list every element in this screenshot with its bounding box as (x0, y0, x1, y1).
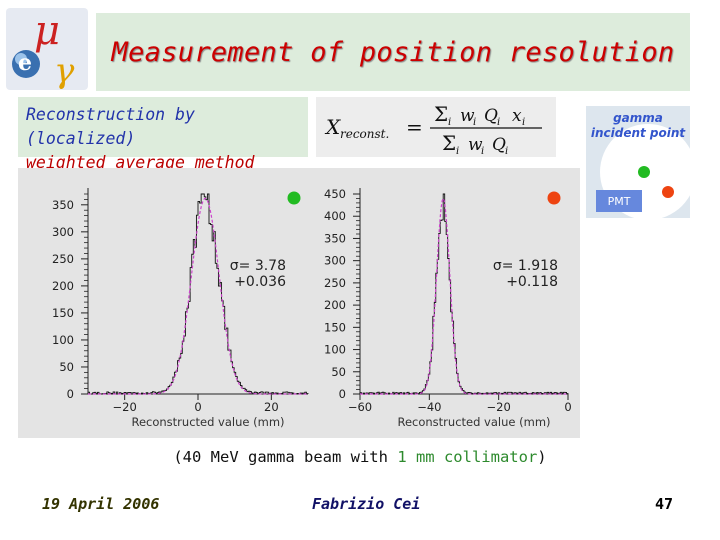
x-tick-label: −20 (113, 400, 137, 414)
numerator-w: w (460, 106, 475, 126)
y-tick-label: 150 (324, 320, 346, 334)
numerator-x-index: i (522, 117, 525, 128)
y-tick-label: 200 (52, 279, 74, 293)
denominator-q: Q (492, 135, 506, 155)
inset-red-dot (662, 186, 674, 198)
pmt-box (596, 190, 642, 212)
denominator-sum: Σ (442, 131, 456, 155)
y-tick-label: 50 (59, 360, 74, 374)
sigma-annotation: σ= 1.918 (493, 258, 558, 274)
y-tick-label: 200 (324, 298, 346, 312)
sigma-annotation: σ= 3.78 (230, 258, 286, 274)
x-tick-label: −40 (417, 400, 441, 414)
sigma-error-annotation: +0.118 (506, 274, 558, 290)
formula-lhs-subscript: reconst. (340, 127, 389, 141)
histogram-panel-2: 0 50 100 150 200 250 300 350 400 450 −60 −40 −20 0 Rec… (324, 187, 572, 429)
logo-sphere-highlight (15, 53, 27, 65)
title-banner: Measurement of position resolution (96, 13, 690, 91)
x-tick-label: 0 (564, 400, 571, 414)
denominator-w-index: i (481, 146, 484, 157)
denominator-w: w (468, 135, 483, 155)
sigma-error-annotation: +0.036 (234, 274, 286, 290)
caption-collimator: 1 mm collimator (397, 448, 538, 466)
numerator-q-index: i (497, 117, 500, 128)
weighted-average-formula: X reconst. = Σ i w i Q i x i Σ i w i Q i (316, 97, 556, 157)
y-tick-label: 450 (324, 187, 346, 201)
numerator-sum: Σ (434, 102, 448, 126)
plots-background (18, 168, 580, 438)
numerator-q: Q (484, 106, 498, 126)
logo-mu: μ (34, 8, 60, 54)
gamma-incident-point-inset: gamma incident point PMT (586, 106, 690, 218)
green-marker-dot (287, 191, 301, 205)
y-tick-label: 350 (324, 231, 346, 245)
y-tick-label: 300 (324, 254, 346, 268)
logo-gamma: γ (54, 51, 75, 91)
denominator-q-index: i (505, 146, 508, 157)
y-tick-label: 350 (52, 198, 74, 212)
y-tick-label: 150 (52, 306, 74, 320)
footer-page-number: 47 (655, 495, 674, 513)
inset-label-incident-point: incident point (591, 126, 687, 140)
y-tick-label: 100 (52, 333, 74, 347)
caption: (40 MeV gamma beam with 1 mm collimator) (0, 448, 720, 466)
mu-e-gamma-logo: μ e γ (6, 8, 88, 91)
x-tick-label: 0 (194, 400, 201, 414)
numerator-sum-index: i (448, 117, 451, 128)
inset-label-gamma: gamma (613, 111, 663, 125)
histogram-bars (359, 193, 569, 395)
red-marker-dot (547, 191, 561, 205)
numerator-x: x (512, 106, 522, 126)
y-tick-label: 0 (339, 387, 346, 401)
caption-suffix: ) (537, 448, 547, 466)
inset-green-dot (638, 166, 650, 178)
method-line-1: Reconstruction by (localized) (26, 105, 195, 148)
y-tick-label: 0 (67, 387, 74, 401)
slide-title: Measurement of position resolution (111, 36, 675, 68)
x-axis-label: Reconstructed value (mm) (397, 415, 550, 429)
x-tick-label: −20 (487, 400, 511, 414)
method-description: Reconstruction by (localized) weighted a… (18, 97, 308, 172)
footer-date: 19 April 2006 (42, 495, 160, 513)
x-axis-label: Reconstructed value (mm) (131, 415, 284, 429)
x-tick-label: −60 (348, 400, 372, 414)
x-tick-label: 20 (264, 400, 279, 414)
y-tick-label: 250 (52, 252, 74, 266)
y-tick-label: 250 (324, 276, 346, 290)
histogram-bars (87, 193, 309, 395)
histogram-panel-1: 0 50 100 150 200 250 300 350 −20 0 20Reconstructed… (52, 188, 309, 429)
formula-lhs: X (324, 115, 341, 139)
gaussian-fit (360, 196, 568, 395)
y-tick-label: 300 (52, 225, 74, 239)
denominator-sum-index: i (456, 146, 459, 157)
logo-e: e (18, 50, 32, 76)
formula-equals: = (406, 115, 423, 139)
method-line-2: weighted average method (26, 153, 255, 172)
gaussian-fit (88, 197, 308, 395)
y-tick-label: 100 (324, 343, 346, 357)
numerator-w-index: i (473, 117, 476, 128)
caption-prefix: (40 MeV gamma beam with (173, 448, 398, 466)
pmt-label: PMT (608, 195, 631, 208)
footer-author: Fabrizio Cei (312, 495, 421, 513)
y-tick-label: 50 (331, 365, 346, 379)
y-tick-label: 400 (324, 209, 346, 223)
